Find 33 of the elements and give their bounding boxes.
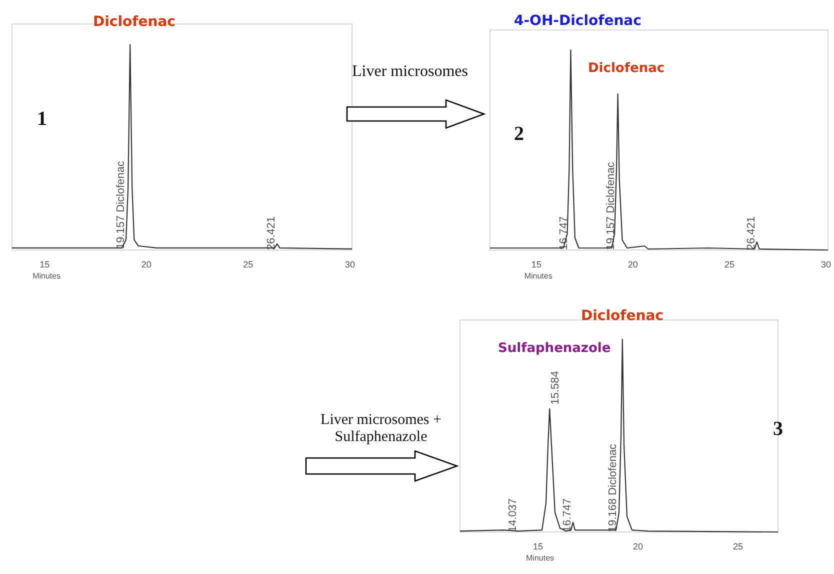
annotation: 26.421 [266, 216, 278, 250]
annotation: 2 [513, 123, 525, 146]
annotation: 1 [36, 108, 48, 131]
annotation: 14.037 [507, 498, 520, 532]
text: Liver microsomes [351, 63, 469, 82]
x-tick-label: 30 [820, 260, 831, 270]
x-tick-label: 25 [732, 542, 744, 552]
x-tick-label: 25 [724, 260, 734, 270]
chart-title: Diclofenac [93, 14, 176, 30]
chart-title: Diclofenac [581, 308, 664, 324]
annotation: Sulfaphenazole [498, 341, 611, 356]
annotation: 16.747 [561, 498, 574, 532]
annotation: 19.168 Diclofenac [607, 443, 619, 532]
annotation: 3 [772, 418, 784, 441]
x-tick-label: 20 [632, 542, 644, 552]
annotation: 19.157 Diclofenac [115, 160, 127, 249]
x-axis-title: Minutes [524, 272, 552, 280]
x-tick-label: 15 [40, 260, 50, 270]
x-tick-label: 20 [628, 260, 638, 270]
annotation: 15.584 [550, 371, 562, 405]
x-tick-label: 20 [141, 260, 152, 270]
x-tick-label: 15 [532, 542, 544, 552]
x-tick-label: 15 [531, 260, 542, 270]
text: Liver microsomes + Sulfaphenazole [320, 412, 442, 446]
annotation: 19.157 Diclofenac [605, 161, 618, 250]
annotation: 16.747 [558, 216, 570, 250]
x-tick-label: 25 [243, 260, 254, 270]
chart-title: 4-OH-Diclofenac [514, 13, 642, 29]
x-axis-title: Minutes [526, 554, 554, 562]
x-axis-title: Minutes [32, 272, 61, 280]
x-tick-label: 30 [344, 260, 355, 270]
annotation: 26.421 [745, 216, 758, 250]
annotation: Diclofenac [588, 61, 665, 76]
